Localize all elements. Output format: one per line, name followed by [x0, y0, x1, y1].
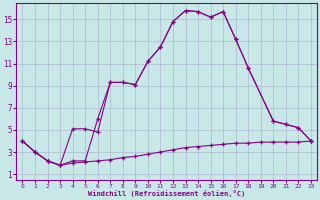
X-axis label: Windchill (Refroidissement éolien,°C): Windchill (Refroidissement éolien,°C) [88, 190, 245, 197]
